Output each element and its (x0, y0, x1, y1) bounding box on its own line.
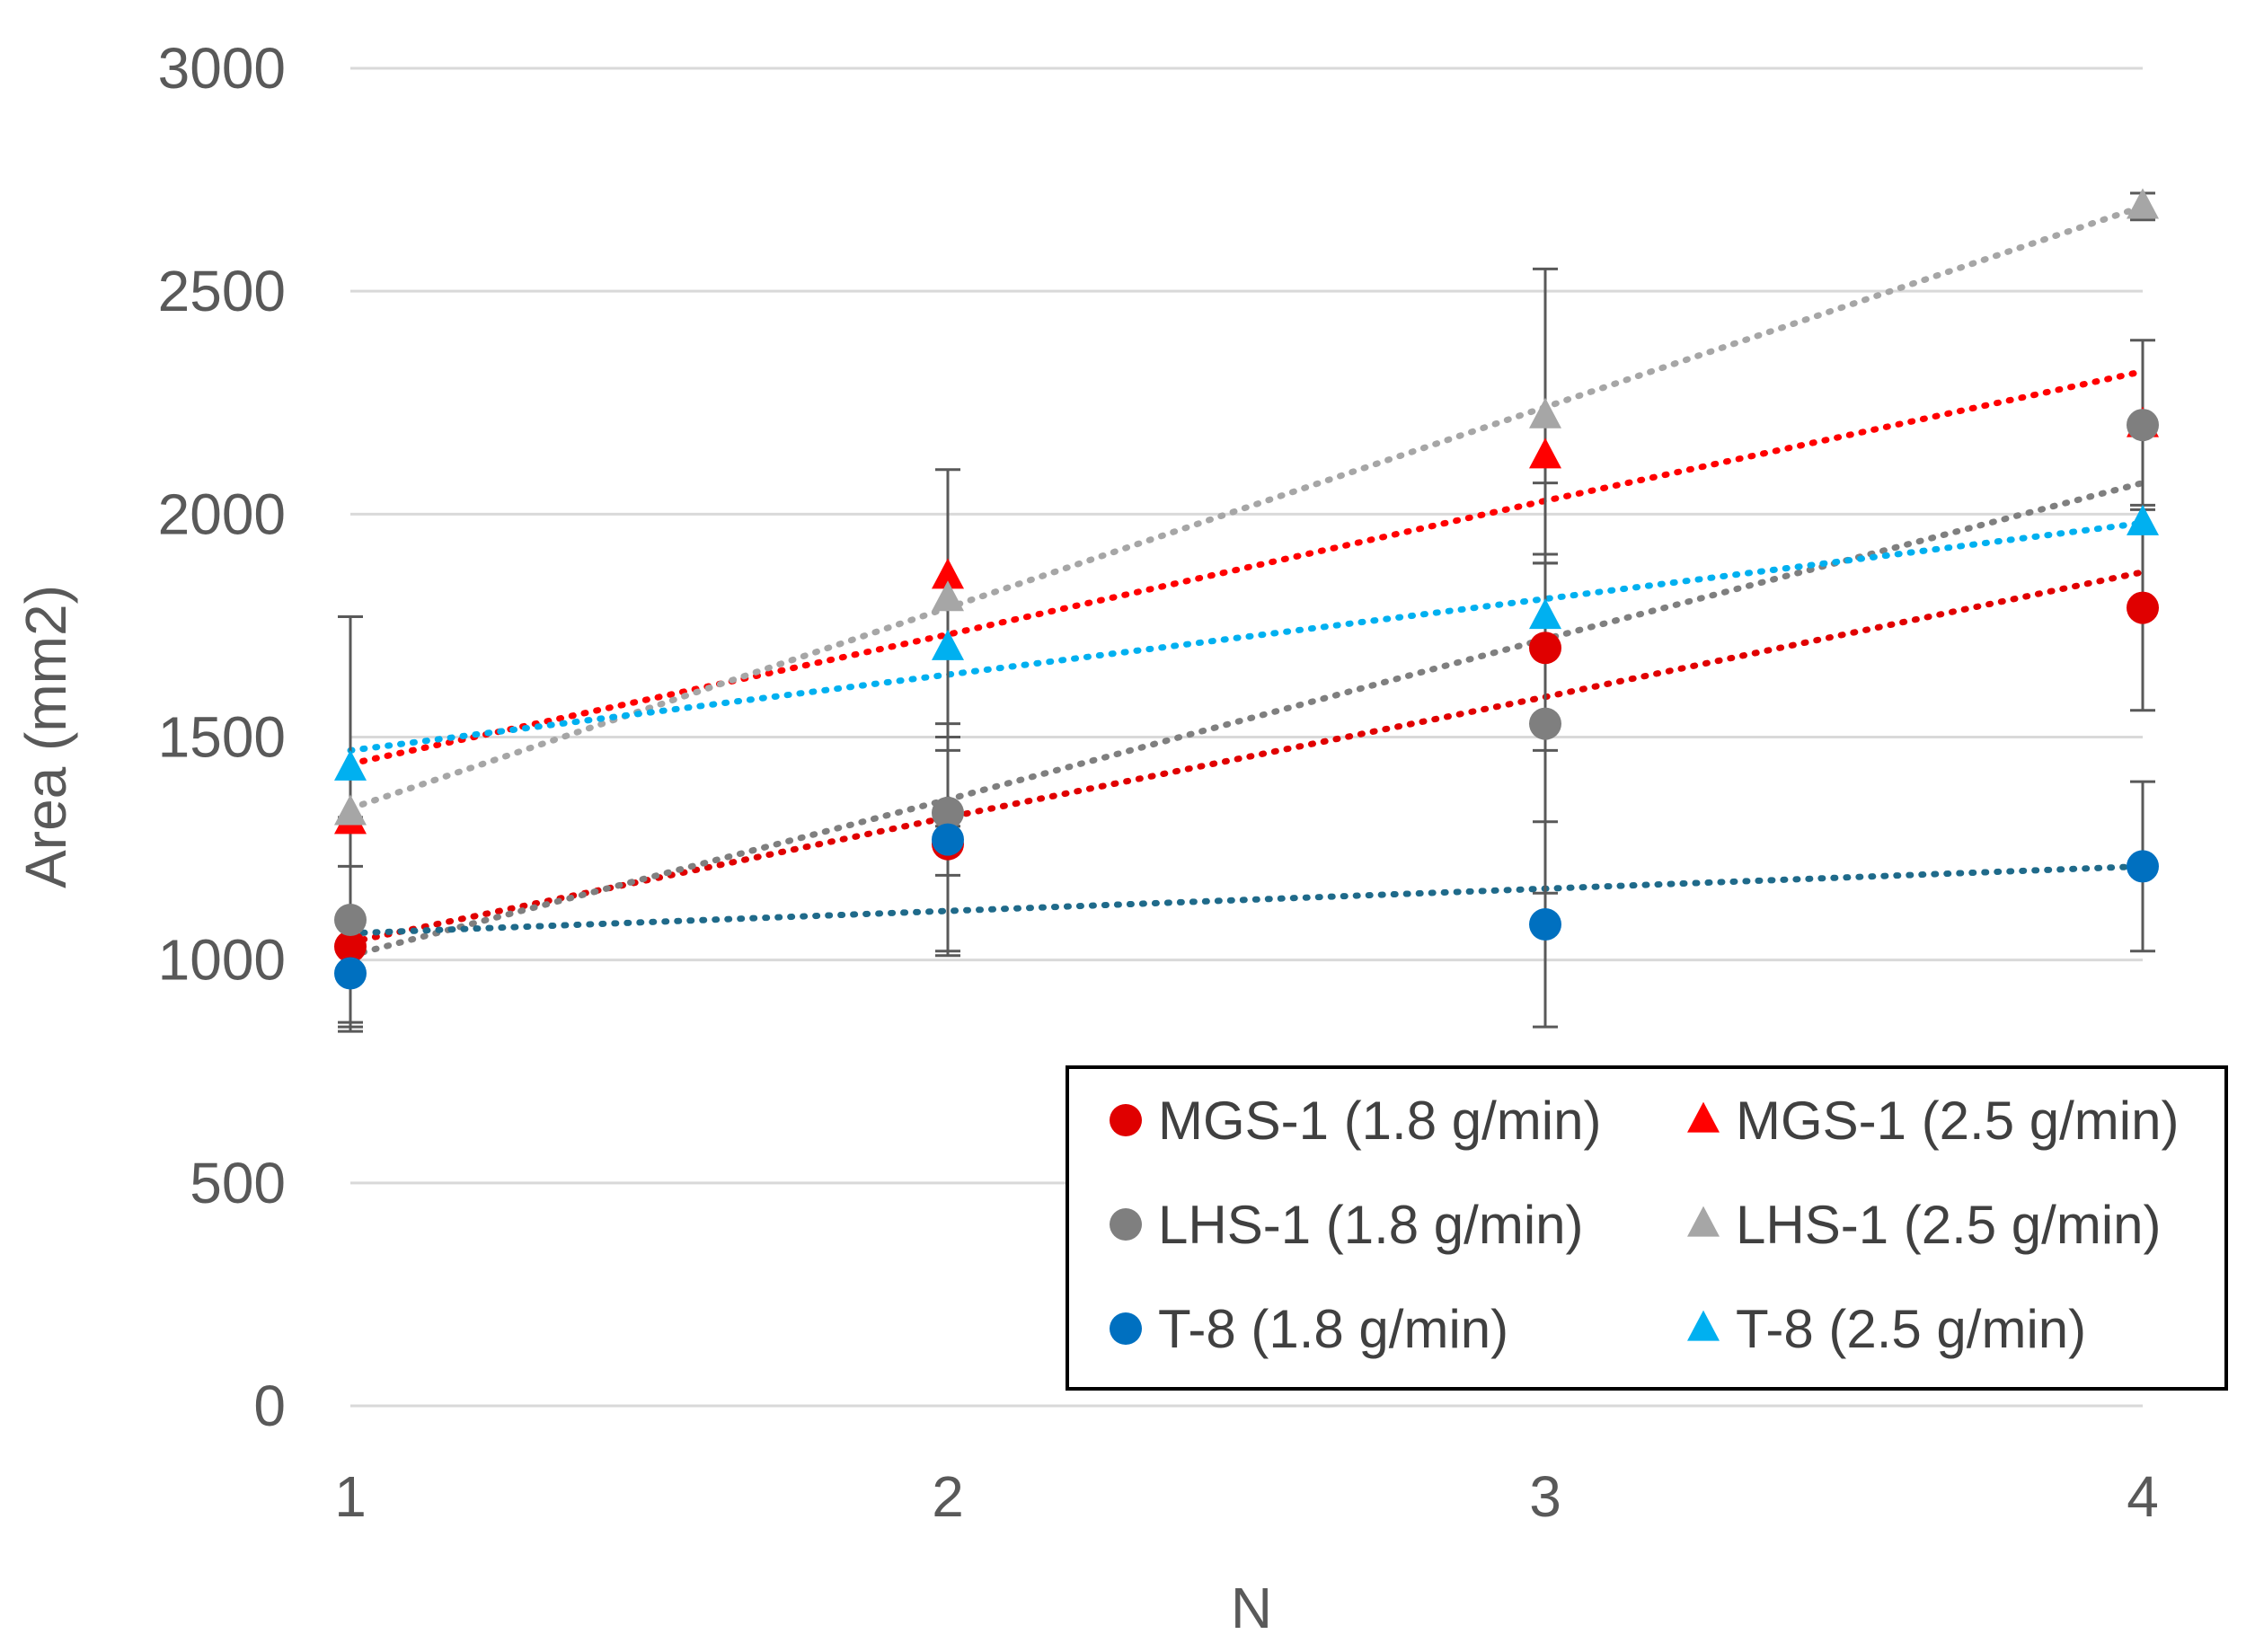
data-points (334, 188, 2159, 990)
data-point (1529, 437, 1561, 469)
legend-item: MGS-1 (2.5 g/min) (1687, 1091, 2179, 1151)
data-point (334, 930, 367, 963)
legend-marker (1110, 1312, 1142, 1345)
legend-item: MGS-1 (1.8 g/min) (1110, 1091, 1601, 1151)
legend-marker (1687, 1101, 1720, 1133)
legend-marker (1110, 1208, 1142, 1241)
y-tick-label: 2500 (158, 259, 286, 323)
legend-box (1066, 1065, 2228, 1391)
data-point (2127, 188, 2159, 219)
data-point (2127, 850, 2159, 883)
data-point (334, 903, 367, 936)
legend-label: T-8 (1.8 g/min) (1158, 1299, 1508, 1359)
trendlines (347, 203, 2146, 959)
y-tick-label: 0 (253, 1374, 286, 1438)
error-bars (338, 191, 2155, 1033)
data-point (932, 823, 964, 856)
x-axis-title: N (1231, 1576, 1272, 1640)
x-tick-label: 3 (1529, 1464, 1561, 1529)
legend-item: LHS-1 (2.5 g/min) (1687, 1195, 2162, 1255)
legend-marker (1110, 1104, 1142, 1136)
y-tick-label: 500 (190, 1151, 286, 1215)
data-point (932, 629, 964, 660)
legend-label: T-8 (2.5 g/min) (1736, 1299, 2086, 1359)
data-point (1529, 707, 1561, 740)
trendline (347, 569, 2146, 946)
data-point (2127, 504, 2159, 535)
data-point (1529, 632, 1561, 665)
data-point (1529, 397, 1561, 428)
y-tick-label: 3000 (158, 36, 286, 101)
trendline (347, 203, 2146, 812)
data-point (1529, 907, 1561, 941)
x-tick-label: 2 (932, 1464, 964, 1529)
y-tick-label: 1000 (158, 928, 286, 993)
data-point (2127, 409, 2159, 442)
x-tick-label: 4 (2127, 1464, 2159, 1529)
legend-item: T-8 (1.8 g/min) (1110, 1299, 1508, 1359)
trendline (347, 519, 2146, 754)
trendline (347, 368, 2146, 767)
data-point (1529, 598, 1561, 630)
data-point (932, 558, 964, 589)
legend-item: T-8 (2.5 g/min) (1687, 1299, 2086, 1359)
y-tick-label: 2000 (158, 481, 286, 546)
legend-marker (1687, 1206, 1720, 1237)
x-tick-labels: 1 2 3 4 (334, 1464, 2159, 1529)
legend-label: MGS-1 (1.8 g/min) (1158, 1091, 1601, 1151)
data-point (932, 580, 964, 612)
trendline (347, 862, 2146, 937)
legend-item: LHS-1 (1.8 g/min) (1110, 1195, 1584, 1255)
x-tick-label: 1 (334, 1464, 367, 1529)
y-axis-title: Area (mm2) (13, 585, 78, 888)
legend-label: LHS-1 (2.5 g/min) (1736, 1195, 2162, 1255)
y-tick-labels: 0 500 1000 1500 2000 2500 3000 (158, 36, 286, 1438)
y-tick-label: 1500 (158, 705, 286, 770)
legend: MGS-1 (1.8 g/min) MGS-1 (2.5 g/min) LHS-1 … (1066, 1065, 2228, 1391)
gridlines (350, 66, 2143, 1408)
legend-marker (1687, 1310, 1720, 1341)
legend-label: MGS-1 (2.5 g/min) (1736, 1091, 2179, 1151)
data-point (334, 749, 367, 781)
data-point (2127, 591, 2159, 624)
data-point (334, 957, 367, 990)
legend-label: LHS-1 (1.8 g/min) (1158, 1195, 1584, 1255)
data-point (932, 796, 964, 829)
data-point (334, 794, 367, 826)
trendline (347, 480, 2146, 959)
legend-items: MGS-1 (1.8 g/min) MGS-1 (2.5 g/min) LHS-1 … (1110, 1091, 2179, 1359)
